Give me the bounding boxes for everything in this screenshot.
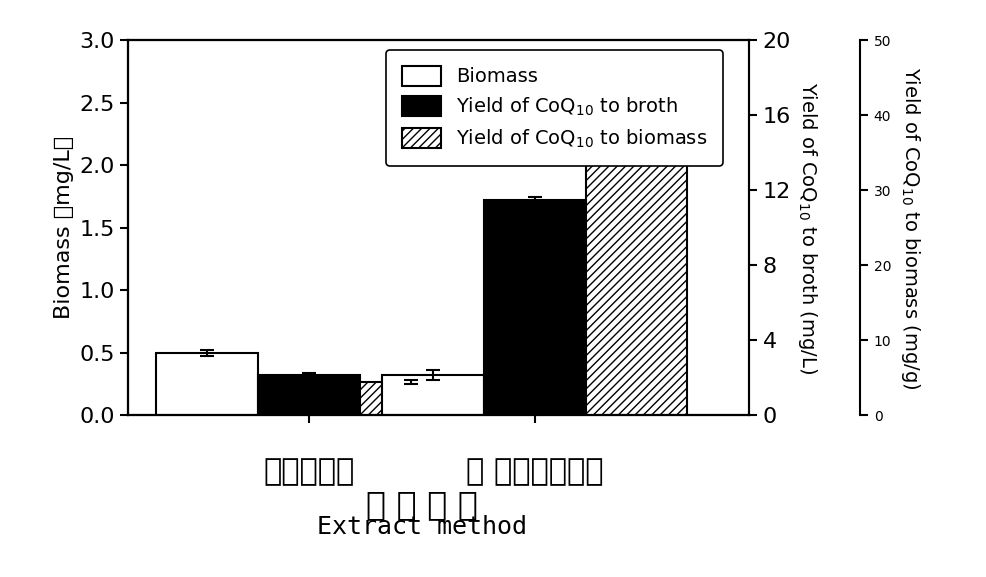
Legend: Biomass, Yield of CoQ$_{10}$ to broth, Yield of CoQ$_{10}$ to biomass: Biomass, Yield of CoQ$_{10}$ to broth, Y… — [387, 50, 724, 166]
Bar — [484, 200, 586, 415]
Text: 提 取 方 法: 提 取 方 法 — [366, 488, 478, 521]
Bar — [258, 376, 360, 415]
Bar — [360, 382, 461, 415]
Y-axis label: Biomass （mg/L）: Biomass （mg/L） — [54, 136, 74, 320]
Text: 发 阵萄取耦合法: 发 阵萄取耦合法 — [466, 457, 603, 486]
Bar — [157, 353, 258, 415]
Bar — [383, 376, 484, 415]
Bar — [586, 140, 687, 415]
Text: Extract method: Extract method — [317, 515, 527, 539]
Y-axis label: Yield of CoQ$_{10}$ to biomass (mg/g): Yield of CoQ$_{10}$ to biomass (mg/g) — [899, 67, 922, 389]
Y-axis label: Yield of CoQ$_{10}$ to broth (mg/L): Yield of CoQ$_{10}$ to broth (mg/L) — [796, 82, 818, 374]
Text: 传统阜化法: 传统阜化法 — [263, 457, 355, 486]
